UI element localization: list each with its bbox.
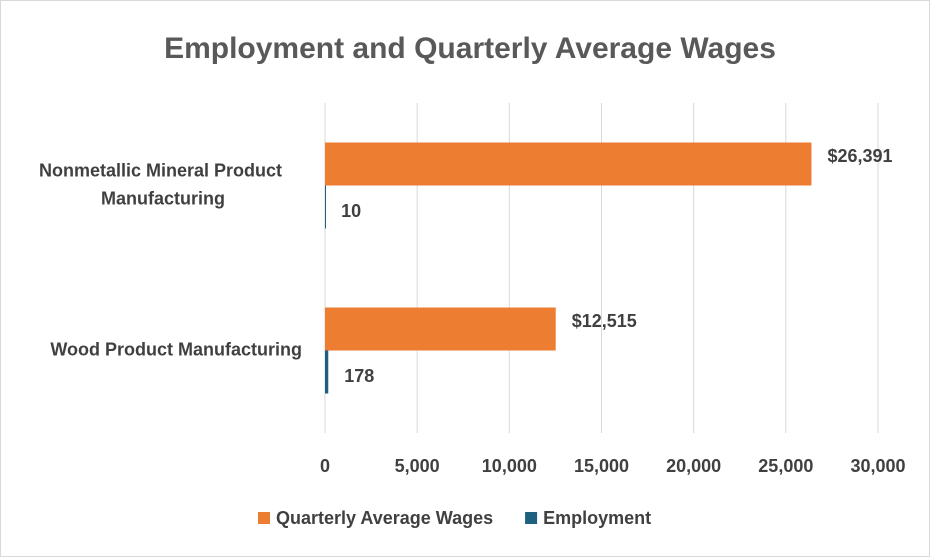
legend-swatch: [258, 512, 270, 524]
legend-label: Quarterly Average Wages: [276, 508, 493, 528]
bar: [325, 307, 556, 351]
y-tick-label: Wood Product Manufacturing: [50, 339, 302, 359]
data-label: 178: [344, 366, 374, 386]
x-tick-label: 30,000: [850, 456, 905, 476]
y-tick-label: Nonmetallic Mineral Product Manufacturin…: [39, 160, 287, 208]
legend-label: Employment: [543, 508, 651, 528]
data-label: $26,391: [827, 146, 892, 166]
x-tick-label: 10,000: [482, 456, 537, 476]
bar: [325, 142, 812, 186]
legend-swatch: [525, 512, 538, 524]
x-tick-label: 20,000: [666, 456, 721, 476]
data-label: $12,515: [572, 311, 637, 331]
x-tick-label: 25,000: [758, 456, 813, 476]
bar: [325, 350, 329, 394]
x-tick-label: 15,000: [574, 456, 629, 476]
x-tick-label: 5,000: [395, 456, 440, 476]
chart-title: Employment and Quarterly Average Wages: [164, 32, 776, 65]
data-label: 10: [341, 201, 361, 221]
bar: [325, 185, 326, 229]
x-tick-label: 0: [320, 456, 330, 476]
